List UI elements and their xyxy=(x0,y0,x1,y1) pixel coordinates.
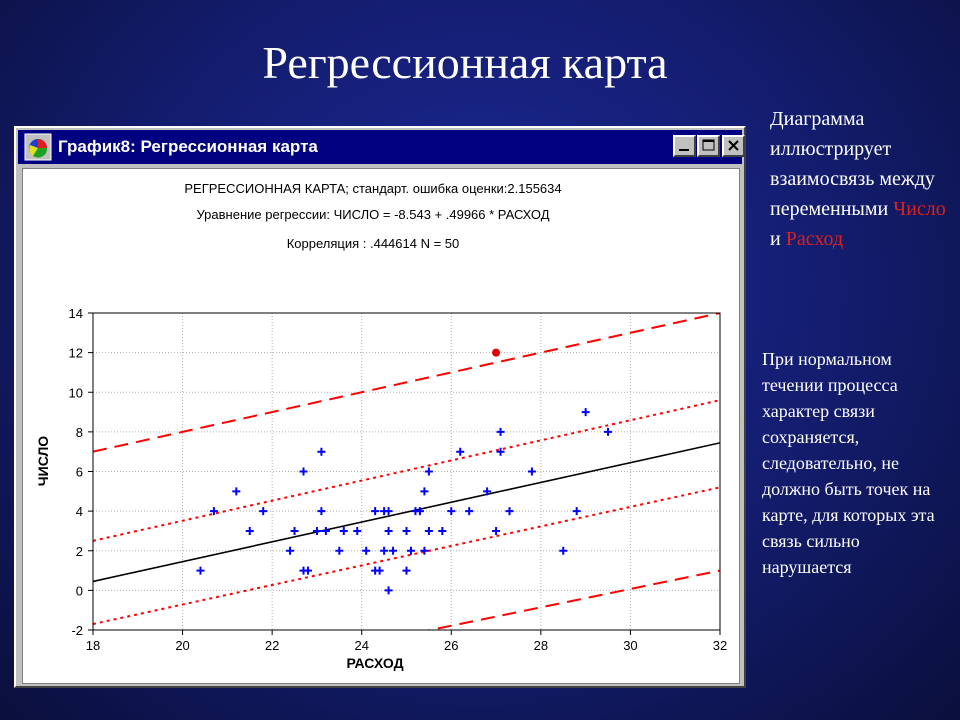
data-point xyxy=(317,507,326,516)
data-point xyxy=(384,526,393,535)
y-tick-label: 4 xyxy=(76,504,83,519)
x-tick-label: 18 xyxy=(86,638,100,653)
y-tick-label: 12 xyxy=(69,346,83,361)
data-point xyxy=(496,447,505,456)
description-text: Диаграмма иллюстрирует взаимосвязь между… xyxy=(770,104,950,254)
confidence-band-upper xyxy=(93,399,720,542)
data-point xyxy=(604,427,613,436)
note-text: При нормальном течении процесса характер… xyxy=(762,349,935,577)
chart-window: График8: Регрессионная карта 18 20 22 24 26 2… xyxy=(14,126,746,688)
data-point xyxy=(375,566,384,575)
data-point xyxy=(317,447,326,456)
data-point xyxy=(424,467,433,476)
confidence-band-lower xyxy=(93,486,720,626)
y-tick-label: 8 xyxy=(76,425,83,440)
data-point xyxy=(286,546,295,555)
prediction-band-lower xyxy=(425,569,720,630)
y-tick-label: 6 xyxy=(76,465,83,480)
data-point xyxy=(303,566,312,575)
minimize-button[interactable] xyxy=(673,135,696,157)
chart-subtitle-2: Корреляция : .444614 N = 50 xyxy=(287,236,460,251)
x-axis-label: РАСХОД xyxy=(346,655,403,671)
outlier-point xyxy=(492,348,501,357)
data-point xyxy=(447,507,456,516)
window-title-bar[interactable]: График8: Регрессионная карта xyxy=(18,130,745,164)
data-point xyxy=(371,507,380,516)
data-point xyxy=(384,586,393,595)
data-point xyxy=(420,546,429,555)
data-point xyxy=(299,467,308,476)
y-tick-label: 10 xyxy=(69,385,83,400)
minimize-icon xyxy=(679,149,689,151)
regression-line xyxy=(93,442,720,583)
data-point xyxy=(312,526,321,535)
y-tick-label: -2 xyxy=(71,623,83,638)
data-point xyxy=(245,526,254,535)
y-tick-label: 14 xyxy=(69,306,83,321)
data-point xyxy=(380,546,389,555)
data-point xyxy=(339,526,348,535)
plot-frame xyxy=(92,312,721,631)
maximize-button[interactable] xyxy=(697,135,720,157)
data-point xyxy=(496,427,505,436)
data-point xyxy=(424,526,433,535)
data-point xyxy=(483,487,492,496)
data-point xyxy=(335,546,344,555)
x-tick-label: 26 xyxy=(444,638,458,653)
slide-title: Регрессионная карта xyxy=(262,37,668,88)
variable-1: Число xyxy=(893,198,946,220)
chart-subtitle: Уравнение регрессии: ЧИСЛО = -8.543 + .4… xyxy=(197,207,550,222)
close-icon xyxy=(728,140,739,151)
close-button[interactable] xyxy=(722,135,745,157)
data-point xyxy=(465,507,474,516)
x-tick-label: 22 xyxy=(265,638,279,653)
data-point xyxy=(389,546,398,555)
data-point xyxy=(402,526,411,535)
data-point xyxy=(232,487,241,496)
data-point xyxy=(456,447,465,456)
data-point xyxy=(581,408,590,417)
data-point xyxy=(196,566,205,575)
y-axis-label: ЧИСЛО xyxy=(35,436,51,486)
window-title: График8: Регрессионная карта xyxy=(58,137,318,156)
data-point xyxy=(259,507,268,516)
chart-area: 18 20 22 24 26 28 30 32 -2 0 2 4 6 8 10 12 14 РЕГРЕССИОН… xyxy=(22,168,740,684)
x-tick-label: 28 xyxy=(534,638,548,653)
data-point xyxy=(559,546,568,555)
data-point xyxy=(362,546,371,555)
variable-2: Расход xyxy=(785,228,844,250)
conjunction: и xyxy=(770,228,781,250)
data-point xyxy=(402,566,411,575)
y-tick-label: 2 xyxy=(76,544,83,559)
x-tick-label: 30 xyxy=(623,638,637,653)
data-point xyxy=(505,507,514,516)
maximize-icon xyxy=(702,139,715,151)
data-point xyxy=(321,526,330,535)
data-point xyxy=(492,526,501,535)
x-tick-label: 24 xyxy=(354,638,368,653)
statistica-app-icon[interactable] xyxy=(24,133,52,161)
data-point xyxy=(384,507,393,516)
data-point xyxy=(415,507,424,516)
x-tick-label: 32 xyxy=(713,638,727,653)
description-part1: Диаграмма иллюстрирует взаимосвязь между… xyxy=(770,108,935,220)
data-point xyxy=(572,507,581,516)
data-point xyxy=(438,526,447,535)
data-point xyxy=(290,526,299,535)
data-point xyxy=(353,526,362,535)
x-tick-label: 20 xyxy=(175,638,189,653)
data-point xyxy=(209,507,218,516)
data-point xyxy=(420,487,429,496)
data-point xyxy=(527,467,536,476)
y-tick-label: 0 xyxy=(76,583,83,598)
prediction-band-upper xyxy=(93,313,720,453)
chart-title: РЕГРЕССИОННАЯ КАРТА; стандарт. ошибка оц… xyxy=(184,181,561,196)
data-point xyxy=(406,546,415,555)
